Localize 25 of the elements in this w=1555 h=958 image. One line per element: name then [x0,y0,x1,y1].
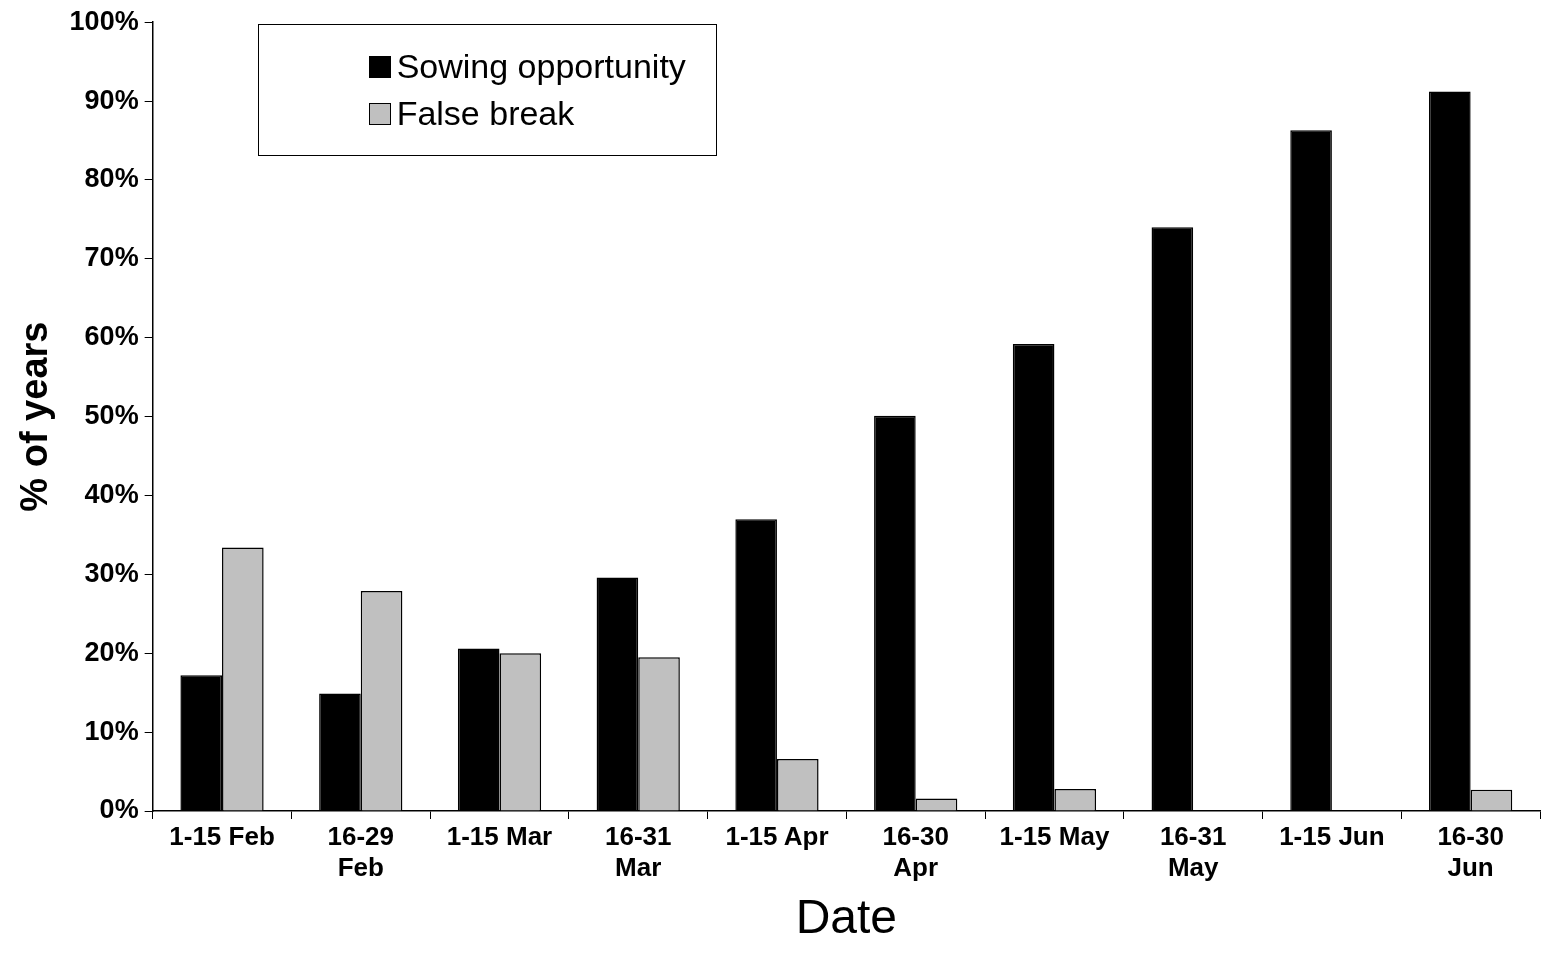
x-tick-label: 16-29 Feb [327,820,395,882]
x-tick-label: 1-15 Mar [446,820,553,851]
y-tick-label: 90% [84,84,139,115]
x-tick-label: 1-15 Feb [169,820,275,851]
x-tick-label: 16-31 Mar [604,820,672,882]
x-tick-label: 1-15 Apr [725,820,829,851]
y-tick-label: 10% [84,715,139,746]
x-tick-label: 16-31 May [1159,820,1227,882]
y-tick-label: 40% [84,478,139,509]
y-tick-label: 60% [84,321,139,352]
x-tick-label: 16-30 Apr [882,820,949,882]
y-tick-label: 70% [84,242,139,273]
x-tick-label: 16-30 Jun [1437,820,1504,882]
y-tick-label: 100% [69,5,139,36]
legend-label: False break [396,94,575,134]
x-tick-label: 1-15 Jun [1279,820,1385,851]
y-tick-label: 20% [84,636,139,667]
legend-label: Sowing opportunity [396,47,686,87]
x-tick-label: 1-15 May [999,820,1110,851]
y-tick-label: 0% [99,794,139,825]
y-tick-label: 80% [84,163,139,194]
y-axis-title: % of years [13,321,56,512]
y-tick-label: 50% [84,400,139,431]
y-tick-label: 30% [84,557,139,588]
x-axis-title: Date [795,890,898,944]
